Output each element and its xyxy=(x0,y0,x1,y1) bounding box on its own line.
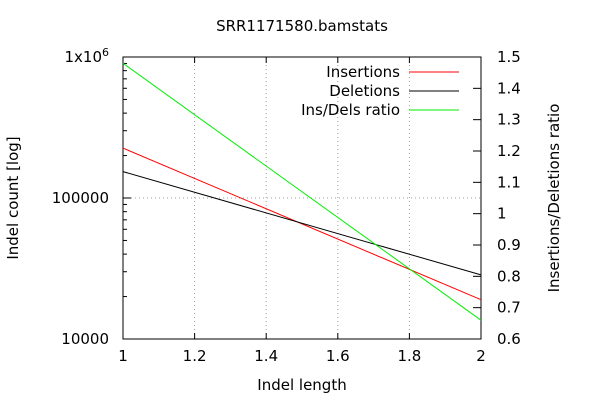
y2-tick-label: 0.6 xyxy=(497,330,521,348)
y-tick-label: 1x106 xyxy=(64,46,109,66)
y2-tick-labels: 0.6 0.7 0.8 0.9 1 1.1 1.2 1.3 1.4 1.5 xyxy=(497,48,521,348)
x-tick-label: 1 xyxy=(118,347,128,365)
y2-tick-label: 1.3 xyxy=(497,111,521,129)
series-line-ins-dels-ratio xyxy=(122,62,482,321)
x-tick-label: 1.2 xyxy=(183,347,207,365)
grid xyxy=(123,57,481,339)
series-line-insertions xyxy=(122,147,482,301)
y-axis-label: Indel count [log] xyxy=(4,136,22,259)
y2-tick-label: 0.8 xyxy=(497,267,521,285)
legend-label: Insertions xyxy=(326,63,400,81)
x-tick-label: 1.6 xyxy=(326,347,350,365)
x-tick-label: 1.4 xyxy=(254,347,278,365)
legend-label: Ins/Dels ratio xyxy=(301,101,400,119)
y2-tick-label: 0.9 xyxy=(497,236,521,254)
y2-tick-label: 1 xyxy=(497,205,507,223)
axis-ticks xyxy=(122,56,482,340)
series-line-deletions xyxy=(122,171,482,276)
x-tick-labels: 1 1.2 1.4 1.6 1.8 2 xyxy=(118,347,486,365)
y-tick-label: 10000 xyxy=(61,330,109,348)
x-tick-label: 2 xyxy=(476,347,486,365)
y-tick-label: 100000 xyxy=(52,189,109,207)
y2-tick-label: 0.7 xyxy=(497,299,521,317)
y-tick-labels: 10000 100000 1x106 xyxy=(52,46,109,348)
y2-tick-label: 1.5 xyxy=(497,48,521,66)
x-axis-label: Indel length xyxy=(257,376,346,394)
y2-tick-label: 1.4 xyxy=(497,79,521,97)
y2-tick-label: 1.2 xyxy=(497,142,521,160)
y2-tick-label: 1.1 xyxy=(497,173,521,191)
y-tick-label-exponent: 6 xyxy=(102,46,109,59)
y2-axis-label: Insertions/Deletions ratio xyxy=(545,104,563,293)
legend-label: Deletions xyxy=(329,82,400,100)
x-tick-label: 1.8 xyxy=(397,347,421,365)
series-lines xyxy=(122,62,482,321)
chart-title: SRR1171580.bamstats xyxy=(216,17,388,35)
